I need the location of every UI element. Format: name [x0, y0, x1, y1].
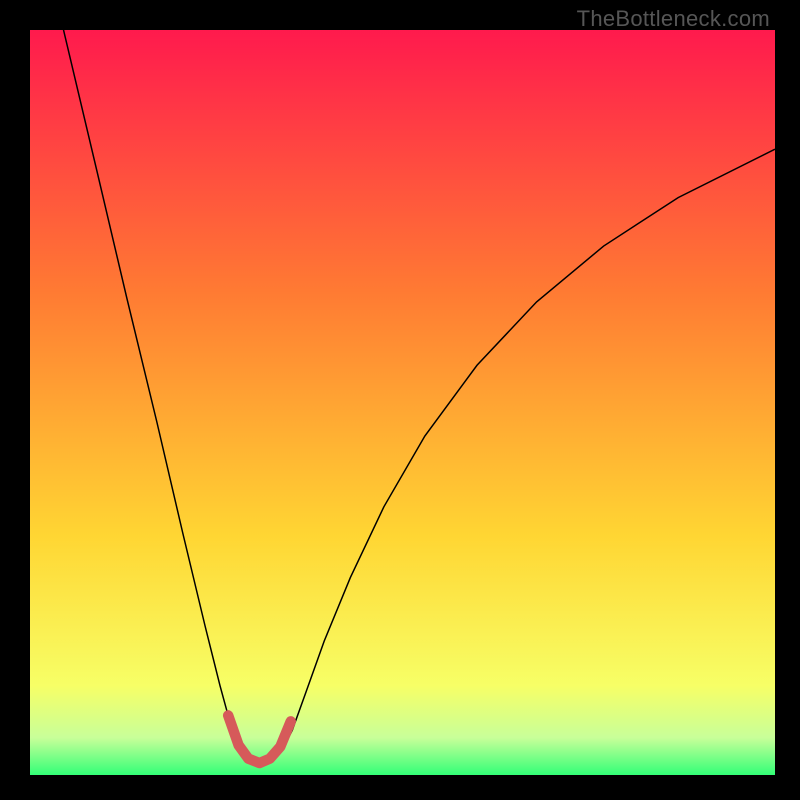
watermark-text: TheBottleneck.com [577, 6, 770, 32]
curve-dip-highlight [228, 715, 291, 763]
curve-svg [30, 30, 775, 775]
plot-gradient-area [30, 30, 775, 775]
curve-line [64, 30, 775, 764]
